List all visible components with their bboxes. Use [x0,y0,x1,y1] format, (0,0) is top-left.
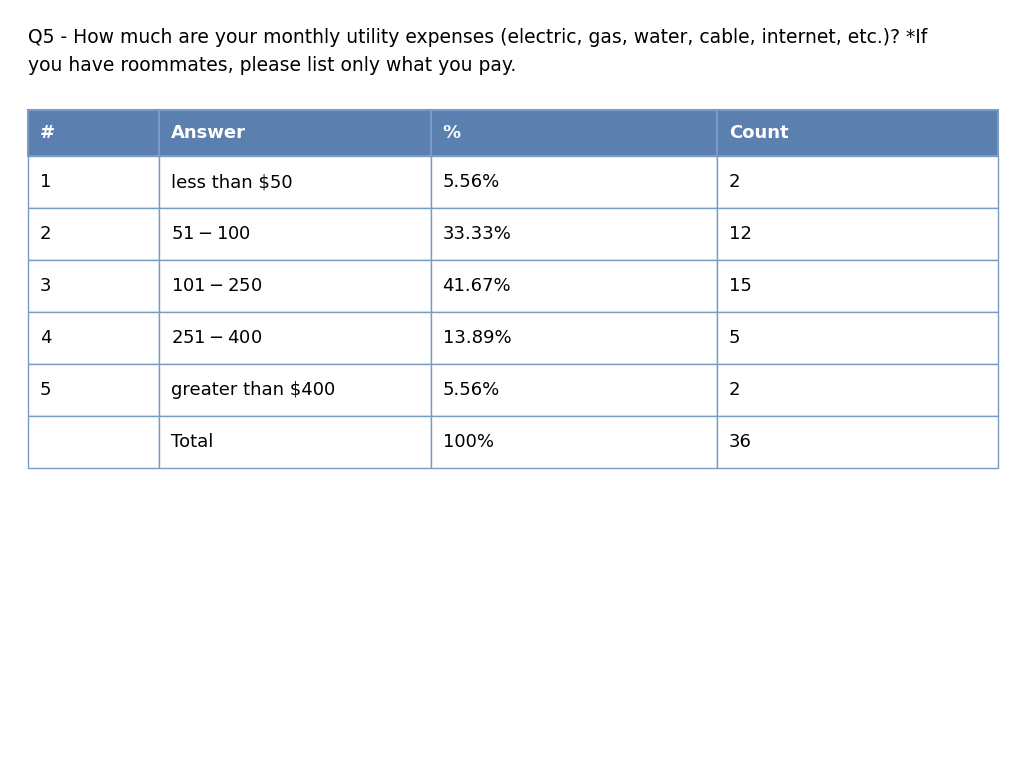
Text: Total: Total [171,433,213,451]
Bar [28,312,159,364]
Text: %: % [442,124,461,142]
Bar [717,110,998,156]
Text: 100%: 100% [442,433,494,451]
Text: $251-$400: $251-$400 [171,329,262,347]
Bar [717,312,998,364]
Bar [159,110,430,156]
Bar [430,156,717,208]
Text: Q5 - How much are your monthly utility expenses (electric, gas, water, cable, in: Q5 - How much are your monthly utility e… [28,28,928,47]
Text: 5: 5 [729,329,740,347]
Text: 36: 36 [729,433,752,451]
Text: #: # [40,124,55,142]
Bar [430,260,717,312]
Text: 5.56%: 5.56% [442,381,500,399]
Text: 5.56%: 5.56% [442,173,500,191]
Text: 33.33%: 33.33% [442,225,511,243]
Text: 15: 15 [729,277,752,295]
Text: 2: 2 [729,173,740,191]
Bar [28,416,159,468]
Text: 5: 5 [40,381,51,399]
Bar [430,416,717,468]
Text: you have roommates, please list only what you pay.: you have roommates, please list only wha… [28,56,516,75]
Bar [28,260,159,312]
Bar [28,364,159,416]
Text: 41.67%: 41.67% [442,277,511,295]
Bar [430,110,717,156]
Text: 1: 1 [40,173,51,191]
Bar [430,312,717,364]
Text: 4: 4 [40,329,51,347]
Text: greater than $400: greater than $400 [171,381,335,399]
Bar [28,110,159,156]
Bar [159,208,430,260]
Text: Answer: Answer [171,124,246,142]
Text: 2: 2 [40,225,51,243]
Text: Count: Count [729,124,788,142]
Text: 13.89%: 13.89% [442,329,511,347]
Bar [159,312,430,364]
Bar [159,416,430,468]
Bar [159,364,430,416]
Text: 12: 12 [729,225,752,243]
Bar [717,260,998,312]
Text: 3: 3 [40,277,51,295]
Bar [28,208,159,260]
Bar [717,208,998,260]
Bar [430,208,717,260]
Bar [430,364,717,416]
Bar [717,364,998,416]
Bar [717,416,998,468]
Bar [717,156,998,208]
Text: $101-$250: $101-$250 [171,277,262,295]
Bar [159,260,430,312]
Bar [159,156,430,208]
Text: less than $50: less than $50 [171,173,293,191]
Text: $51-$100: $51-$100 [171,225,251,243]
Text: 2: 2 [729,381,740,399]
Bar [28,156,159,208]
